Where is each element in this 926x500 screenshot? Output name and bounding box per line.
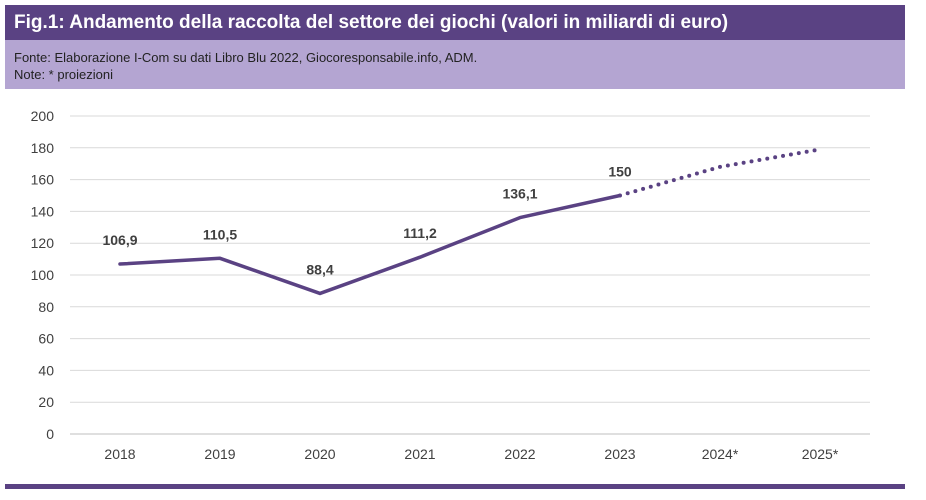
y-tick-label: 140 — [31, 203, 55, 219]
source-note-bar: Fonte: Elaborazione I-Com su dati Libro … — [5, 40, 905, 89]
note-text: Note: * proiezioni — [14, 67, 113, 82]
y-tick-label: 20 — [38, 394, 54, 410]
y-tick-label: 80 — [38, 299, 54, 315]
x-tick-label: 2024* — [702, 446, 739, 462]
x-tick-label: 2020 — [304, 446, 335, 462]
y-tick-label: 0 — [46, 426, 54, 442]
x-tick-label: 2019 — [204, 446, 235, 462]
y-tick-label: 180 — [31, 140, 55, 156]
bottom-rule — [5, 484, 905, 489]
data-label: 111,2 — [403, 225, 437, 241]
x-axis-ticks: 2018 2019 2020 2021 2022 2023 2024* 2025* — [104, 446, 838, 462]
data-label: 106,9 — [102, 232, 137, 248]
series-lines — [118, 147, 822, 296]
series-line — [118, 193, 622, 296]
x-tick-label: 2018 — [104, 446, 135, 462]
y-tick-label: 200 — [31, 108, 55, 124]
x-tick-label: 2022 — [504, 446, 535, 462]
y-axis-ticks: 0 20 40 60 80 100 120 140 160 180 200 — [31, 108, 55, 442]
data-label: 150 — [608, 164, 632, 180]
y-tick-label: 120 — [31, 235, 55, 251]
y-tick-label: 100 — [31, 267, 55, 283]
figure-title: Fig.1: Andamento della raccolta del sett… — [14, 12, 729, 33]
x-tick-label: 2025* — [802, 446, 839, 462]
source-text: Fonte: Elaborazione I-Com su dati Libro … — [14, 50, 478, 65]
data-label: 110,5 — [203, 226, 237, 242]
data-labels: 106,9 110,5 88,4 111,2 136,1 150 — [102, 164, 631, 278]
data-label: 136,1 — [502, 186, 537, 202]
figure-title-bar: Fig.1: Andamento della raccolta del sett… — [5, 5, 905, 40]
y-tick-label: 160 — [31, 172, 55, 188]
projection-line — [618, 147, 822, 198]
data-label: 88,4 — [306, 261, 333, 277]
line-chart: 0 20 40 60 80 100 120 140 160 180 200 2018 2019 2020… — [31, 108, 870, 462]
x-tick-label: 2023 — [604, 446, 635, 462]
y-tick-label: 60 — [38, 331, 54, 347]
x-tick-label: 2021 — [404, 446, 435, 462]
y-tick-label: 40 — [38, 362, 54, 378]
gridlines — [70, 115, 870, 435]
